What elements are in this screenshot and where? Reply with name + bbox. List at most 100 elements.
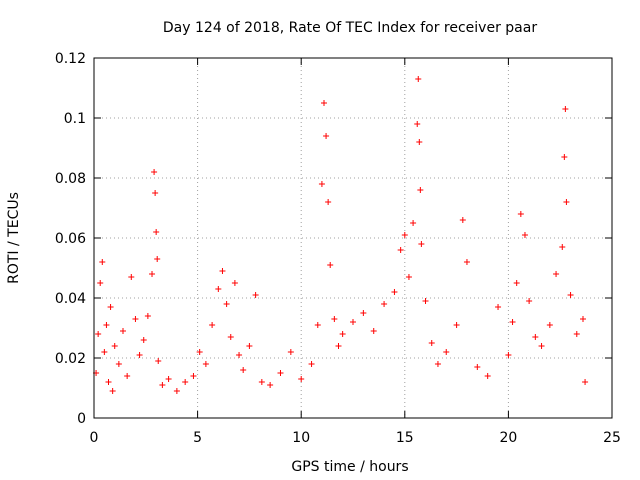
data-point: [350, 319, 356, 325]
data-point: [579, 316, 586, 322]
data-point: [190, 373, 197, 379]
data-point: [559, 244, 566, 250]
data-point: [418, 241, 425, 247]
data-point: [414, 121, 421, 127]
x-tick-label: 10: [292, 430, 310, 446]
y-tick-label: 0.1: [64, 111, 86, 127]
y-tick-label: 0.04: [55, 291, 86, 307]
data-point: [267, 382, 274, 388]
data-point: [463, 259, 470, 265]
data-point: [495, 304, 502, 310]
data-point: [252, 292, 259, 298]
data-point: [474, 364, 481, 370]
data-point: [97, 280, 104, 286]
data-point: [223, 301, 230, 307]
data-point: [287, 349, 294, 355]
data-point: [573, 331, 580, 337]
data-point: [505, 352, 512, 358]
data-point: [95, 331, 102, 337]
data-point: [128, 274, 135, 280]
x-tick-label: 0: [90, 430, 99, 446]
data-point: [391, 289, 398, 295]
data-point: [428, 340, 435, 346]
data-point: [582, 379, 589, 385]
data-point: [215, 286, 222, 292]
data-point: [318, 181, 325, 187]
data-point: [101, 349, 108, 355]
y-tick-label: 0: [77, 411, 86, 427]
data-point: [538, 343, 545, 349]
data-point: [526, 298, 533, 304]
data-point: [417, 187, 424, 193]
data-point: [532, 334, 539, 340]
data-point: [405, 274, 412, 280]
data-point: [331, 316, 338, 322]
data-point: [155, 358, 162, 364]
data-point: [159, 382, 166, 388]
data-point: [314, 322, 321, 328]
data-point: [360, 310, 367, 316]
y-tick-label: 0.06: [55, 231, 86, 247]
data-point: [381, 301, 388, 307]
data-point: [339, 331, 346, 337]
data-point: [258, 379, 265, 385]
x-tick-label: 25: [603, 430, 621, 446]
data-point: [219, 268, 226, 274]
data-point: [567, 292, 574, 298]
y-tick-label: 0.02: [55, 351, 86, 367]
data-point: [120, 328, 127, 334]
data-point: [152, 190, 159, 196]
data-point: [563, 199, 570, 205]
data-point: [111, 343, 118, 349]
data-point: [484, 373, 491, 379]
x-tick-label: 20: [499, 430, 517, 446]
data-point: [513, 280, 520, 286]
data-point: [182, 379, 189, 385]
data-point: [202, 361, 209, 367]
data-point: [132, 316, 139, 322]
x-tick-label: 5: [193, 430, 202, 446]
data-point: [562, 106, 569, 112]
data-point: [124, 373, 131, 379]
y-tick-label: 0.12: [55, 51, 86, 67]
data-point: [509, 319, 516, 325]
data-point: [410, 220, 417, 226]
data-point: [561, 154, 568, 160]
data-point: [453, 322, 460, 328]
data-point: [109, 388, 116, 394]
y-tick-label: 0.08: [55, 171, 86, 187]
axis-ticks: 0 5 10 15 20 25 0 0.02 0.04 0.06 0.08 0.1 0.12: [55, 51, 621, 446]
data-point: [209, 322, 216, 328]
data-point: [107, 304, 114, 310]
data-point: [434, 361, 441, 367]
data-point: [153, 229, 160, 235]
data-point: [370, 328, 377, 334]
data-point: [325, 199, 332, 205]
data-point: [320, 100, 327, 106]
data-point: [103, 322, 110, 328]
grid: [94, 58, 612, 418]
data-point: [236, 352, 243, 358]
data-point: [443, 349, 450, 355]
data-point: [415, 76, 422, 82]
chart-title: Day 124 of 2018, Rate Of TEC Index for r…: [163, 20, 537, 36]
data-point: [327, 262, 334, 268]
data-point: [459, 217, 466, 223]
data-point: [416, 139, 423, 145]
data-point: [298, 376, 305, 382]
data-points: [93, 76, 589, 394]
data-point: [99, 259, 106, 265]
data-point: [517, 211, 524, 217]
data-point: [397, 247, 404, 253]
data-point: [308, 361, 315, 367]
data-point: [151, 169, 158, 175]
data-point: [115, 361, 122, 367]
data-point: [154, 256, 161, 262]
data-point: [140, 337, 147, 343]
data-point: [553, 271, 560, 277]
data-point: [149, 271, 156, 277]
data-point: [227, 334, 234, 340]
data-point: [323, 133, 330, 139]
data-point: [173, 388, 180, 394]
